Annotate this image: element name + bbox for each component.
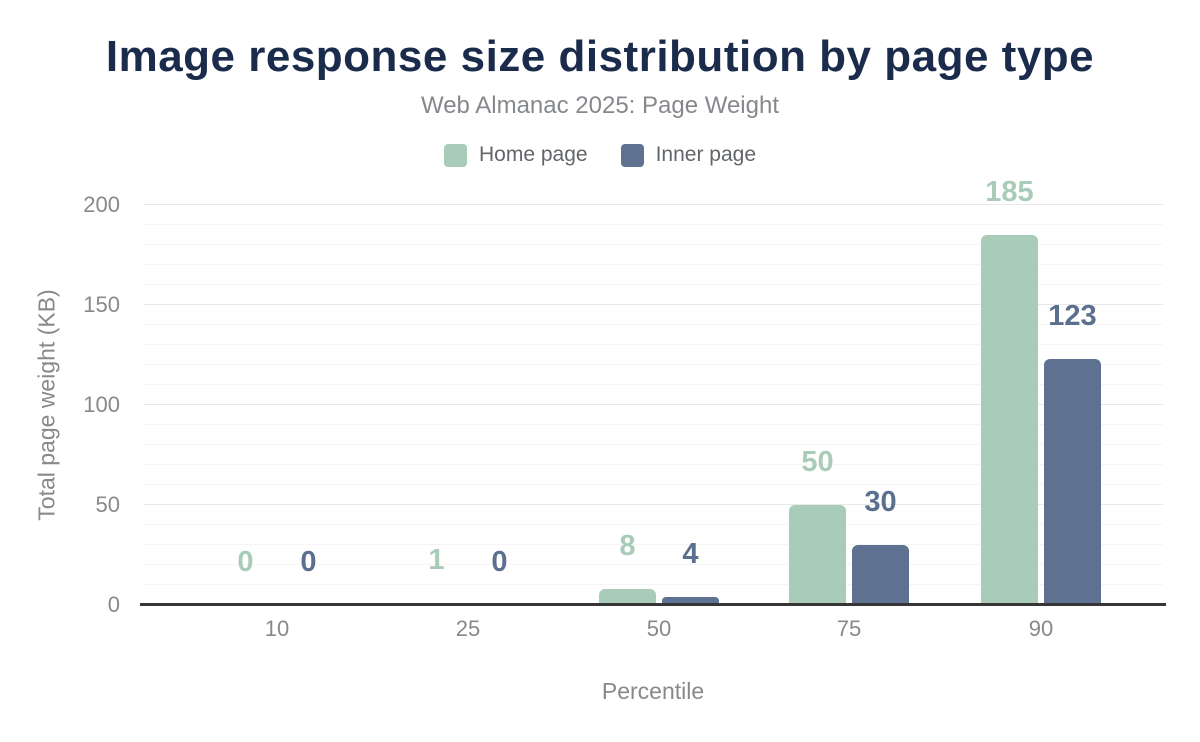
bar-value-label-home-page-p90: 185 [985, 176, 1034, 208]
y-axis-tick-label: 0 [107, 592, 120, 617]
plot-area: 0 0 1 0 8 4 50 30 185 123 [144, 178, 1163, 605]
legend: Home page Inner page [0, 143, 1200, 167]
bar-value-label-home-page-p75: 50 [801, 446, 834, 478]
bar-value-label-inner-page-p50: 4 [682, 538, 699, 570]
gridline-major [144, 504, 1163, 505]
gridline-minor [144, 344, 1163, 345]
gridline-minor [144, 384, 1163, 385]
x-axis-title: Percentile [601, 678, 705, 704]
gridline-minor [144, 524, 1163, 525]
bar-value-label-home-page-p25: 1 [428, 544, 445, 576]
gridline-minor [144, 564, 1163, 565]
bar-value-label-inner-page-p75: 30 [864, 486, 897, 518]
x-axis-tick-label: 50 [646, 616, 672, 641]
gridline-minor [144, 364, 1163, 365]
legend-label: Inner page [655, 143, 756, 166]
y-axis-tick-label: 50 [95, 492, 120, 517]
gridline-minor [144, 264, 1163, 265]
gridline-minor [144, 324, 1163, 325]
bar-home-page-p90[interactable] [981, 235, 1038, 605]
bar-value-label-home-page-p10: 0 [237, 546, 254, 578]
gridline-minor [144, 584, 1163, 585]
gridline-major [144, 304, 1163, 305]
x-axis-tick-label: 90 [1028, 616, 1054, 641]
gridline-minor [144, 424, 1163, 425]
gridline-major [144, 404, 1163, 405]
bar-value-label-home-page-p50: 8 [619, 530, 636, 562]
y-axis-tick-label: 100 [83, 392, 120, 417]
legend-label: Home page [479, 143, 588, 166]
gridline-minor [144, 244, 1163, 245]
x-axis-tick-label: 10 [264, 616, 290, 641]
chart-title: Image response size distribution by page… [105, 32, 1095, 81]
legend-item-inner-page[interactable]: Inner page [620, 143, 756, 167]
bar-inner-page-p90[interactable] [1044, 359, 1101, 605]
bar-home-page-p75[interactable] [789, 505, 846, 605]
bar-value-label-inner-page-p10: 0 [300, 546, 317, 578]
x-axis-tick-label: 75 [836, 616, 862, 641]
x-axis-tick-label: 25 [455, 616, 481, 641]
x-axis-baseline [140, 603, 1166, 606]
chart-subtitle: Web Almanac 2025: Page Weight [420, 92, 779, 119]
gridline-major [144, 204, 1163, 205]
bar-value-label-inner-page-p25: 0 [491, 546, 508, 578]
legend-swatch-icon [620, 143, 644, 167]
y-axis-tick-label: 150 [83, 292, 120, 317]
legend-item-home-page[interactable]: Home page [444, 143, 588, 167]
gridline-minor [144, 544, 1163, 545]
bar-inner-page-p75[interactable] [852, 545, 909, 605]
gridline-minor [144, 444, 1163, 445]
y-axis-tick-label: 200 [83, 192, 120, 217]
bar-home-page-p50[interactable] [599, 589, 656, 605]
legend-swatch-icon [444, 143, 467, 167]
gridline-minor [144, 484, 1163, 485]
bar-inner-page-p50[interactable] [662, 597, 719, 605]
gridline-minor [144, 284, 1163, 285]
gridline-minor [144, 224, 1163, 225]
bar-value-label-inner-page-p90: 123 [1048, 300, 1097, 332]
gridline-minor [144, 464, 1163, 465]
